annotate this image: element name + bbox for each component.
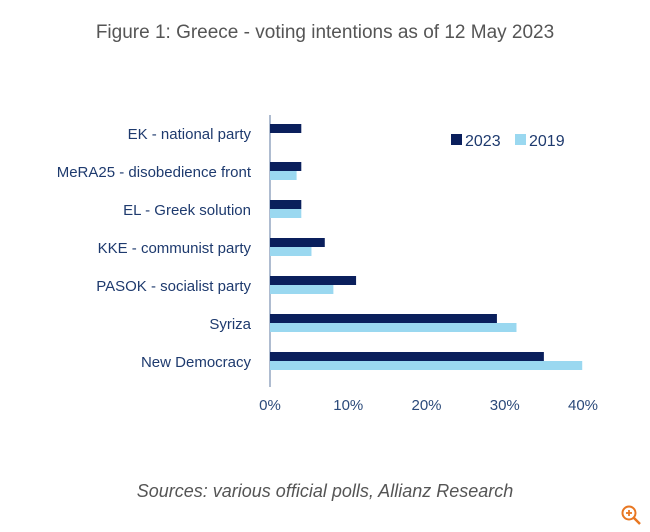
- zoom-in-icon: [621, 505, 641, 525]
- category-label: KKE - communist party: [98, 240, 252, 257]
- zoom-in-button[interactable]: [620, 504, 642, 526]
- bar-2019: [270, 361, 583, 370]
- x-tick-label: 30%: [490, 397, 520, 414]
- legend-label: 2023: [465, 133, 501, 150]
- legend-swatch-2023: [451, 134, 462, 145]
- legend-swatch-2019: [515, 134, 526, 145]
- category-label: EK - national party: [128, 126, 252, 143]
- bar-2023: [270, 200, 302, 209]
- bar-2019: [270, 323, 517, 332]
- chart-source: Sources: various official polls, Allianz…: [136, 481, 514, 501]
- category-label: EL - Greek solution: [123, 202, 251, 219]
- bar-2019: [270, 247, 312, 256]
- bar-2023: [270, 124, 302, 133]
- x-tick-label: 10%: [333, 397, 363, 414]
- bar-chart: EK - national party MeRA25 - disobedience…: [57, 115, 598, 414]
- legend-label: 2019: [529, 133, 565, 150]
- bar-2023: [270, 352, 544, 361]
- x-tick-label: 40%: [568, 397, 598, 414]
- bar-2023: [270, 314, 497, 323]
- x-tick-label: 0%: [259, 397, 281, 414]
- bar-2023: [270, 276, 357, 285]
- bar-2023: [270, 162, 302, 171]
- category-label: MeRA25 - disobedience front: [57, 164, 252, 181]
- category-label: PASOK - socialist party: [96, 278, 251, 295]
- bar-2023: [270, 238, 325, 247]
- bar-2019: [270, 285, 334, 294]
- bar-2019: [270, 209, 302, 218]
- category-label: Syriza: [209, 316, 251, 333]
- chart-title: Figure 1: Greece - voting intentions as …: [95, 22, 555, 43]
- x-tick-label: 20%: [411, 397, 441, 414]
- bar-2019: [270, 171, 297, 180]
- category-label: New Democracy: [141, 354, 252, 371]
